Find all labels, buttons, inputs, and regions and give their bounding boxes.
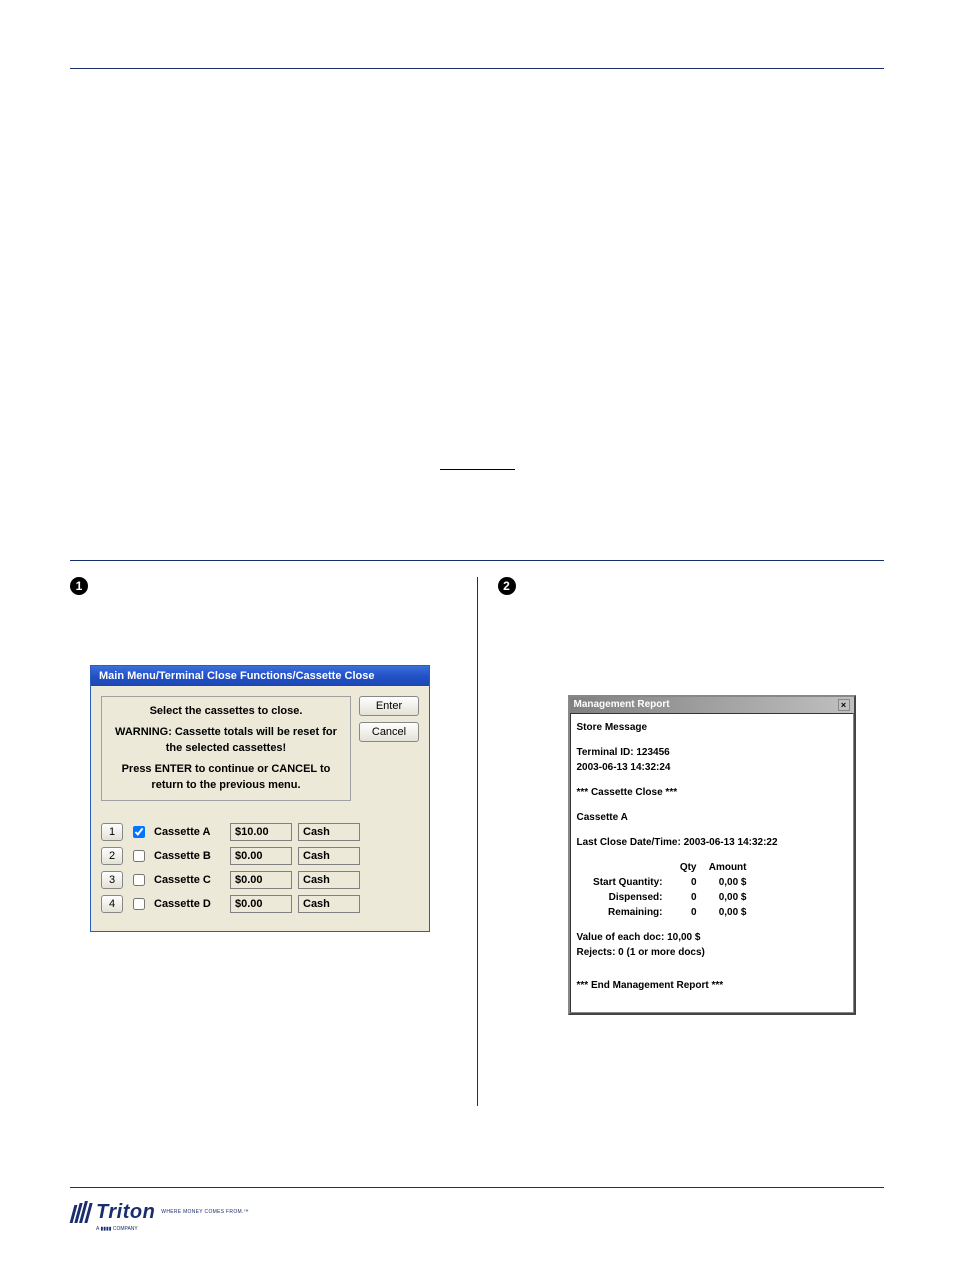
- cassette-checkbox[interactable]: [133, 850, 145, 862]
- logo-subtext: A ▮▮▮▮ COMPANY: [96, 1226, 884, 1232]
- cassette-amount: $0.00: [230, 871, 292, 889]
- cassette-label: Cassette C: [154, 874, 224, 886]
- column-left: 1 Main Menu/Terminal Close Functions/Cas…: [70, 577, 477, 1106]
- report-header-row: Qty Amount: [577, 860, 847, 875]
- cassette-row: 2 Cassette B $0.00 Cash: [101, 847, 419, 865]
- management-report-window: Management Report × Store Message Termin…: [568, 695, 856, 1015]
- dialog-button-stack: Enter Cancel: [359, 696, 419, 801]
- logo-mark-icon: [70, 1201, 92, 1223]
- cassette-label: Cassette B: [154, 850, 224, 862]
- cassette-type: Cash: [298, 895, 360, 913]
- report-row-qty: 0: [667, 875, 697, 890]
- column-right: 2 Management Report × Store Message Term…: [477, 577, 885, 1106]
- report-last-close: Last Close Date/Time: 2003-06-13 14:32:2…: [577, 835, 847, 850]
- step-number-1: 1: [70, 577, 88, 595]
- cassette-number-button[interactable]: 1: [101, 823, 123, 841]
- dialog-titlebar: Main Menu/Terminal Close Functions/Casse…: [91, 666, 429, 686]
- report-data-row: Remaining: 0 0,00 $: [577, 905, 847, 920]
- title-underline: [440, 469, 515, 470]
- report-terminal-id: Terminal ID: 123456: [577, 745, 847, 760]
- rule-mid: [70, 560, 884, 561]
- report-amount-header: Amount: [697, 860, 747, 875]
- cassette-amount: $10.00: [230, 823, 292, 841]
- report-titlebar: Management Report ×: [570, 697, 854, 713]
- report-timestamp: 2003-06-13 14:32:24: [577, 760, 847, 775]
- logo-tagline: WHERE MONEY COMES FROM.™: [161, 1209, 249, 1215]
- cassette-label: Cassette A: [154, 826, 224, 838]
- cassette-close-dialog: Main Menu/Terminal Close Functions/Casse…: [90, 665, 430, 932]
- report-body: Store Message Terminal ID: 123456 2003-0…: [570, 713, 854, 1013]
- report-row-label: Dispensed:: [577, 890, 667, 905]
- report-value-line: Value of each doc: 10,00 $: [577, 930, 847, 945]
- cassette-row: 4 Cassette D $0.00 Cash: [101, 895, 419, 913]
- report-row-amount: 0,00 $: [697, 890, 747, 905]
- msg-line-3: Press ENTER to continue or CANCEL to ret…: [110, 761, 342, 794]
- rule-bottom: [70, 1187, 884, 1188]
- cassette-checkbox[interactable]: [133, 874, 145, 886]
- close-icon[interactable]: ×: [838, 699, 850, 711]
- msg-line-1: Select the cassettes to close.: [110, 703, 342, 720]
- report-data-row: Start Quantity: 0 0,00 $: [577, 875, 847, 890]
- report-row-label: Remaining:: [577, 905, 667, 920]
- report-section-title: *** Cassette Close ***: [577, 785, 847, 800]
- cassette-type: Cash: [298, 871, 360, 889]
- report-store-message: Store Message: [577, 720, 847, 735]
- report-row-qty: 0: [667, 905, 697, 920]
- step-number-2: 2: [498, 577, 516, 595]
- cassette-row: 1 Cassette A $10.00 Cash: [101, 823, 419, 841]
- report-rejects-line: Rejects: 0 (1 or more docs): [577, 945, 847, 960]
- dialog-message: Select the cassettes to close. WARNING: …: [101, 696, 351, 801]
- report-data-row: Dispensed: 0 0,00 $: [577, 890, 847, 905]
- enter-button[interactable]: Enter: [359, 696, 419, 716]
- report-row-label: Start Quantity:: [577, 875, 667, 890]
- cassette-amount: $0.00: [230, 895, 292, 913]
- cassette-checkbox[interactable]: [133, 898, 145, 910]
- cassette-number-button[interactable]: 4: [101, 895, 123, 913]
- cassette-list: 1 Cassette A $10.00 Cash 2 Cassette B $0…: [91, 811, 429, 931]
- cassette-row: 3 Cassette C $0.00 Cash: [101, 871, 419, 889]
- logo-text: Triton: [96, 1201, 155, 1224]
- report-row-amount: 0,00 $: [697, 905, 747, 920]
- report-row-amount: 0,00 $: [697, 875, 747, 890]
- cassette-number-button[interactable]: 2: [101, 847, 123, 865]
- msg-line-2: WARNING: Cassette totals will be reset f…: [110, 724, 342, 757]
- page-container: 1 Main Menu/Terminal Close Functions/Cas…: [0, 0, 954, 1272]
- footer-logo: Triton WHERE MONEY COMES FROM.™: [70, 1198, 884, 1226]
- report-row-qty: 0: [667, 890, 697, 905]
- cassette-checkbox[interactable]: [133, 826, 145, 838]
- cassette-label: Cassette D: [154, 898, 224, 910]
- cassette-amount: $0.00: [230, 847, 292, 865]
- columns-container: 1 Main Menu/Terminal Close Functions/Cas…: [70, 577, 884, 1107]
- dialog-body: Select the cassettes to close. WARNING: …: [91, 686, 429, 811]
- report-end-line: *** End Management Report ***: [577, 978, 847, 993]
- cassette-type: Cash: [298, 823, 360, 841]
- report-qty-header: Qty: [667, 860, 697, 875]
- cassette-type: Cash: [298, 847, 360, 865]
- cassette-number-button[interactable]: 3: [101, 871, 123, 889]
- report-cassette-label: Cassette A: [577, 810, 847, 825]
- rule-top: [70, 68, 884, 69]
- report-window-title: Management Report: [574, 699, 670, 711]
- cancel-button[interactable]: Cancel: [359, 722, 419, 742]
